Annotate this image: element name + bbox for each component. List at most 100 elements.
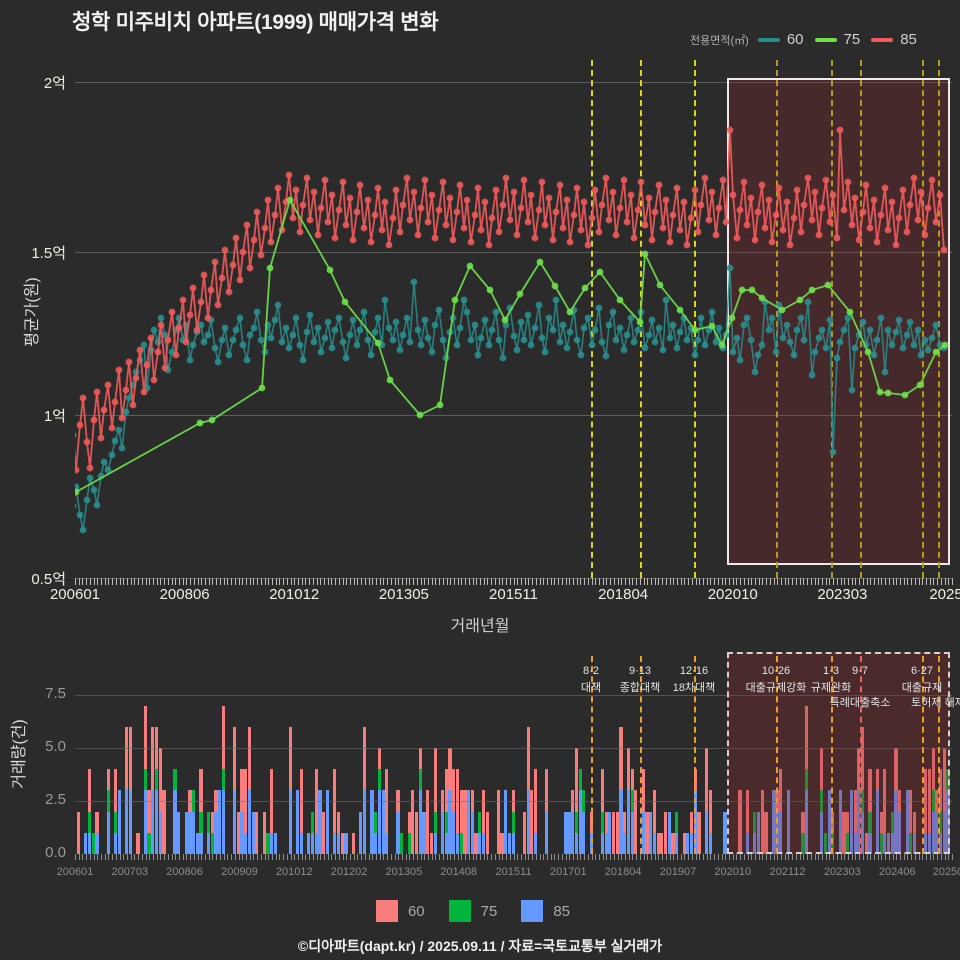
volume-bar [452, 769, 456, 854]
volume-gridline [75, 748, 952, 749]
series-point-85 [204, 314, 212, 322]
volume-bar-segment-85 [333, 832, 337, 854]
series-line-60 [239, 317, 244, 346]
volume-bar-segment-60 [574, 748, 578, 812]
series-line-60 [587, 317, 593, 346]
series-line-60 [839, 329, 845, 343]
volume-bar-segment-60 [429, 832, 434, 854]
series-point-85 [303, 174, 311, 182]
series-point-85 [729, 191, 737, 199]
volume-bar-segment-60 [615, 811, 619, 854]
volume-bar-segment-75 [823, 832, 827, 854]
series-point-85 [708, 188, 716, 196]
volume-bar-segment-60 [690, 811, 694, 833]
volume-bar [608, 811, 612, 854]
volume-bar-segment-75 [173, 769, 177, 791]
series-point-75 [708, 322, 716, 330]
volume-bar-segment-60 [463, 790, 467, 854]
volume-bar-segment-75 [147, 832, 151, 854]
volume-bar-segment-85 [708, 832, 712, 854]
series-point-85 [449, 236, 457, 244]
price-gridline [75, 415, 952, 416]
volume-bar-segment-85 [894, 790, 898, 854]
series-line-60 [281, 327, 287, 343]
series-line-60 [488, 329, 493, 346]
series-line-60 [210, 319, 216, 349]
series-line-60 [320, 337, 326, 353]
series-line-60 [648, 319, 653, 336]
volume-bar [500, 832, 504, 854]
volume-bar-segment-60 [452, 769, 456, 812]
series-point-85 [86, 464, 94, 472]
series-line-60 [86, 477, 91, 501]
volume-bar [853, 790, 857, 854]
series-line-60 [854, 334, 860, 349]
series-line-60 [413, 281, 419, 331]
volume-bar-segment-75 [909, 832, 913, 854]
volume-bar [143, 705, 147, 854]
volume-bar [400, 832, 404, 854]
series-line-60 [118, 429, 123, 449]
series-point-85 [623, 218, 631, 226]
price-x-tick-label: 200806 [159, 586, 210, 603]
series-line-60 [313, 327, 319, 343]
series-line-60 [523, 314, 529, 341]
series-point-85 [257, 251, 265, 259]
series-point-85 [800, 201, 808, 209]
series-point-85 [236, 276, 244, 284]
price-x-tick-label: 201511 [489, 586, 538, 603]
series-point-85 [563, 196, 571, 204]
series-point-85 [328, 191, 336, 199]
volume-bar-segment-60 [864, 832, 868, 854]
series-line-60 [898, 319, 904, 349]
series-point-85 [75, 466, 80, 474]
policy-event-line [694, 656, 696, 854]
volume-bar-segment-75 [846, 832, 850, 854]
series-point-85 [314, 231, 322, 239]
policy-event-line [640, 656, 642, 854]
volume-bar-segment-60 [738, 790, 742, 854]
volume-bar [823, 832, 827, 854]
volume-bar [764, 811, 768, 854]
series-line-60 [214, 347, 219, 363]
series-point-85 [722, 218, 730, 226]
series-point-85 [736, 206, 744, 214]
series-point-85 [182, 338, 190, 346]
volume-bar-segment-60 [623, 811, 627, 833]
volume-bar-segment-75 [600, 811, 605, 833]
series-point-85 [76, 421, 84, 429]
volume-bar-segment-85 [779, 811, 783, 854]
series-point-85 [471, 211, 479, 219]
series-line-60 [146, 349, 152, 389]
volume-bar-segment-85 [433, 832, 437, 854]
series-line-60 [876, 317, 882, 341]
series-point-75 [824, 281, 832, 289]
volume-bar-segment-60 [708, 790, 712, 833]
price-x-tick-label: 2025 [929, 586, 960, 603]
series-line-60 [605, 324, 610, 357]
volume-bar-segment-60 [496, 790, 500, 854]
volume-bar [240, 769, 244, 854]
volume-bar-segment-85 [905, 790, 909, 854]
series-point-85 [541, 221, 549, 229]
volume-bar-segment-75 [801, 832, 805, 854]
volume-bar [199, 769, 203, 854]
series-point-85 [895, 214, 903, 222]
volume-bar-segment-60 [411, 790, 415, 854]
volume-bar [128, 726, 133, 854]
volume-bar-segment-85 [604, 832, 608, 854]
series-line-60 [601, 341, 607, 357]
volume-bar-segment-60 [745, 790, 749, 833]
series-point-85 [513, 231, 521, 239]
event-line [694, 60, 696, 578]
series-line-75 [75, 197, 946, 493]
series-point-60 [75, 503, 77, 509]
volume-bar-segment-75 [88, 811, 92, 833]
series-point-85 [903, 228, 911, 236]
series-point-85 [267, 238, 275, 246]
volume-bar [526, 726, 530, 854]
series-point-85 [306, 216, 314, 224]
series-point-85 [349, 236, 357, 244]
legend-swatch-60 [375, 900, 398, 922]
series-point-85 [726, 126, 734, 134]
